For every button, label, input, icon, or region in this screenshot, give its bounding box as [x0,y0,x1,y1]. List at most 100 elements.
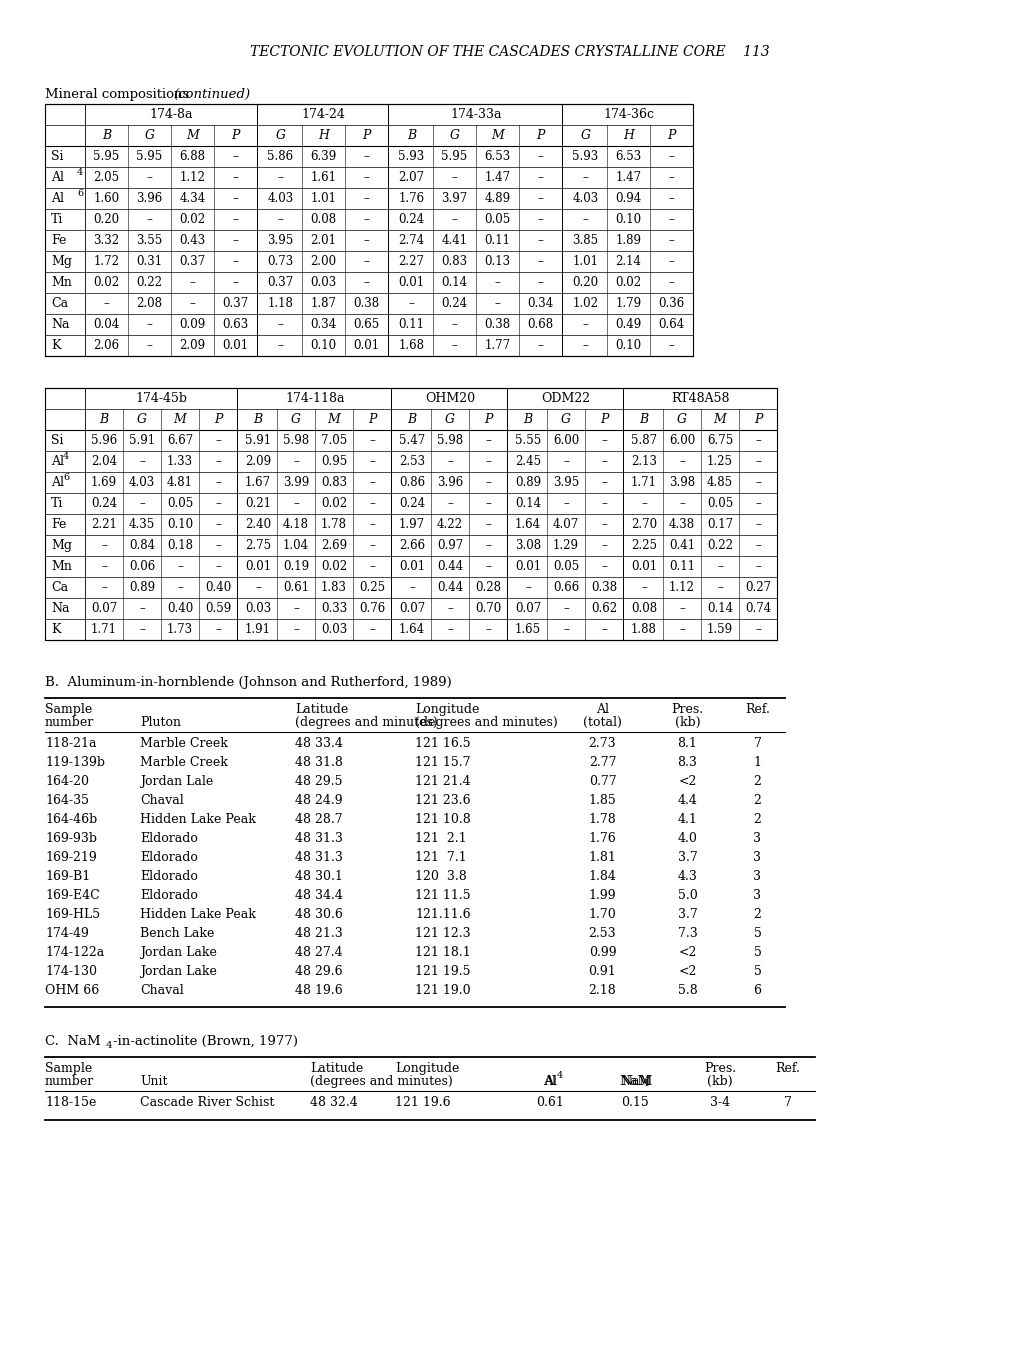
Text: 5.95: 5.95 [441,150,467,163]
Text: 0.15: 0.15 [621,1095,648,1109]
Text: G: G [275,130,285,142]
Text: –: – [537,233,543,247]
Text: 174-122a: 174-122a [45,946,104,959]
Text: 0.11: 0.11 [398,318,424,331]
Text: 7: 7 [753,737,761,750]
Text: –: – [537,277,543,289]
Text: 0.44: 0.44 [436,581,463,594]
Text: –: – [292,455,299,468]
Text: Fe: Fe [51,233,66,247]
Text: 0.68: 0.68 [527,318,553,331]
Text: 4.35: 4.35 [128,518,155,532]
Text: –: – [600,476,606,488]
Text: 169-B1: 169-B1 [45,870,90,884]
Text: 5: 5 [753,946,761,959]
Text: –: – [215,540,221,552]
Text: Ca: Ca [51,581,68,594]
Text: 118-15e: 118-15e [45,1095,96,1109]
Text: B: B [639,413,648,426]
Text: 6.53: 6.53 [614,150,641,163]
Text: P: P [536,130,544,142]
Text: –: – [232,192,238,205]
Text: number: number [45,716,94,728]
Text: 1.01: 1.01 [310,192,336,205]
Text: 2.70: 2.70 [631,518,656,532]
Text: 5.98: 5.98 [436,434,463,447]
Text: 0.11: 0.11 [484,233,510,247]
Text: 4.89: 4.89 [484,192,511,205]
Text: –: – [232,150,238,163]
Text: –: – [409,581,415,594]
Text: 169-93b: 169-93b [45,832,97,844]
Text: 2: 2 [753,908,761,921]
Text: 0.02: 0.02 [614,277,641,289]
Text: 3: 3 [753,851,761,863]
Text: –: – [177,560,182,573]
Text: 2.01: 2.01 [310,233,336,247]
Text: 0.59: 0.59 [205,602,231,615]
Text: 0.20: 0.20 [572,277,598,289]
Text: (degrees and minutes): (degrees and minutes) [415,716,557,728]
Text: 4: 4 [76,169,84,177]
Text: –: – [582,318,588,331]
Text: –: – [190,277,196,289]
Text: –: – [292,623,299,635]
Text: 0.61: 0.61 [282,581,309,594]
Text: –: – [754,476,760,488]
Text: –: – [232,171,238,183]
Text: 6.67: 6.67 [167,434,193,447]
Text: 169-HL5: 169-HL5 [45,908,100,921]
Text: 0.02: 0.02 [179,213,206,227]
Text: 1.76: 1.76 [588,832,615,844]
Text: –: – [600,496,606,510]
Text: 0.04: 0.04 [94,318,119,331]
Text: 1.70: 1.70 [588,908,615,921]
Text: P: P [231,130,239,142]
Text: 5.98: 5.98 [282,434,309,447]
Text: Pluton: Pluton [140,716,180,728]
Text: Al: Al [51,455,64,468]
Text: 174-130: 174-130 [45,965,97,978]
Text: –: – [369,476,375,488]
Text: 2.73: 2.73 [588,737,615,750]
Text: Latitude: Latitude [310,1062,363,1075]
Text: –: – [451,213,457,227]
Text: –: – [600,560,606,573]
Text: –: – [215,476,221,488]
Text: Ref.: Ref. [774,1062,799,1075]
Text: 2.06: 2.06 [94,339,119,352]
Text: 5.91: 5.91 [128,434,155,447]
Text: –: – [679,602,685,615]
Text: G: G [677,413,687,426]
Text: –: – [139,496,145,510]
Text: –: – [485,560,490,573]
Text: 5.95: 5.95 [137,150,162,163]
Text: 120  3.8: 120 3.8 [415,870,467,884]
Text: 0.03: 0.03 [310,277,336,289]
Text: M: M [185,130,199,142]
Text: 119-139b: 119-139b [45,755,105,769]
Text: 0.73: 0.73 [267,255,293,268]
Text: –: – [369,623,375,635]
Text: 8.1: 8.1 [677,737,697,750]
Text: 0.36: 0.36 [657,297,684,310]
Text: 121  2.1: 121 2.1 [415,832,466,844]
Text: –: – [277,213,283,227]
Text: 1.47: 1.47 [614,171,641,183]
Text: –: – [446,496,452,510]
Text: Unit: Unit [140,1075,167,1089]
Text: 0.37: 0.37 [179,255,206,268]
Text: Eldorado: Eldorado [140,889,198,902]
Text: 5: 5 [753,927,761,940]
Text: –: – [369,560,375,573]
Text: –: – [667,192,674,205]
Text: 4.03: 4.03 [572,192,598,205]
Text: –: – [667,233,674,247]
Text: 0.01: 0.01 [398,560,425,573]
Text: 2.13: 2.13 [631,455,656,468]
Text: 1.64: 1.64 [398,623,425,635]
Text: –: – [363,150,369,163]
Text: Al: Al [543,1075,556,1089]
Text: 3.99: 3.99 [282,476,309,488]
Text: 48 28.7: 48 28.7 [294,813,342,826]
